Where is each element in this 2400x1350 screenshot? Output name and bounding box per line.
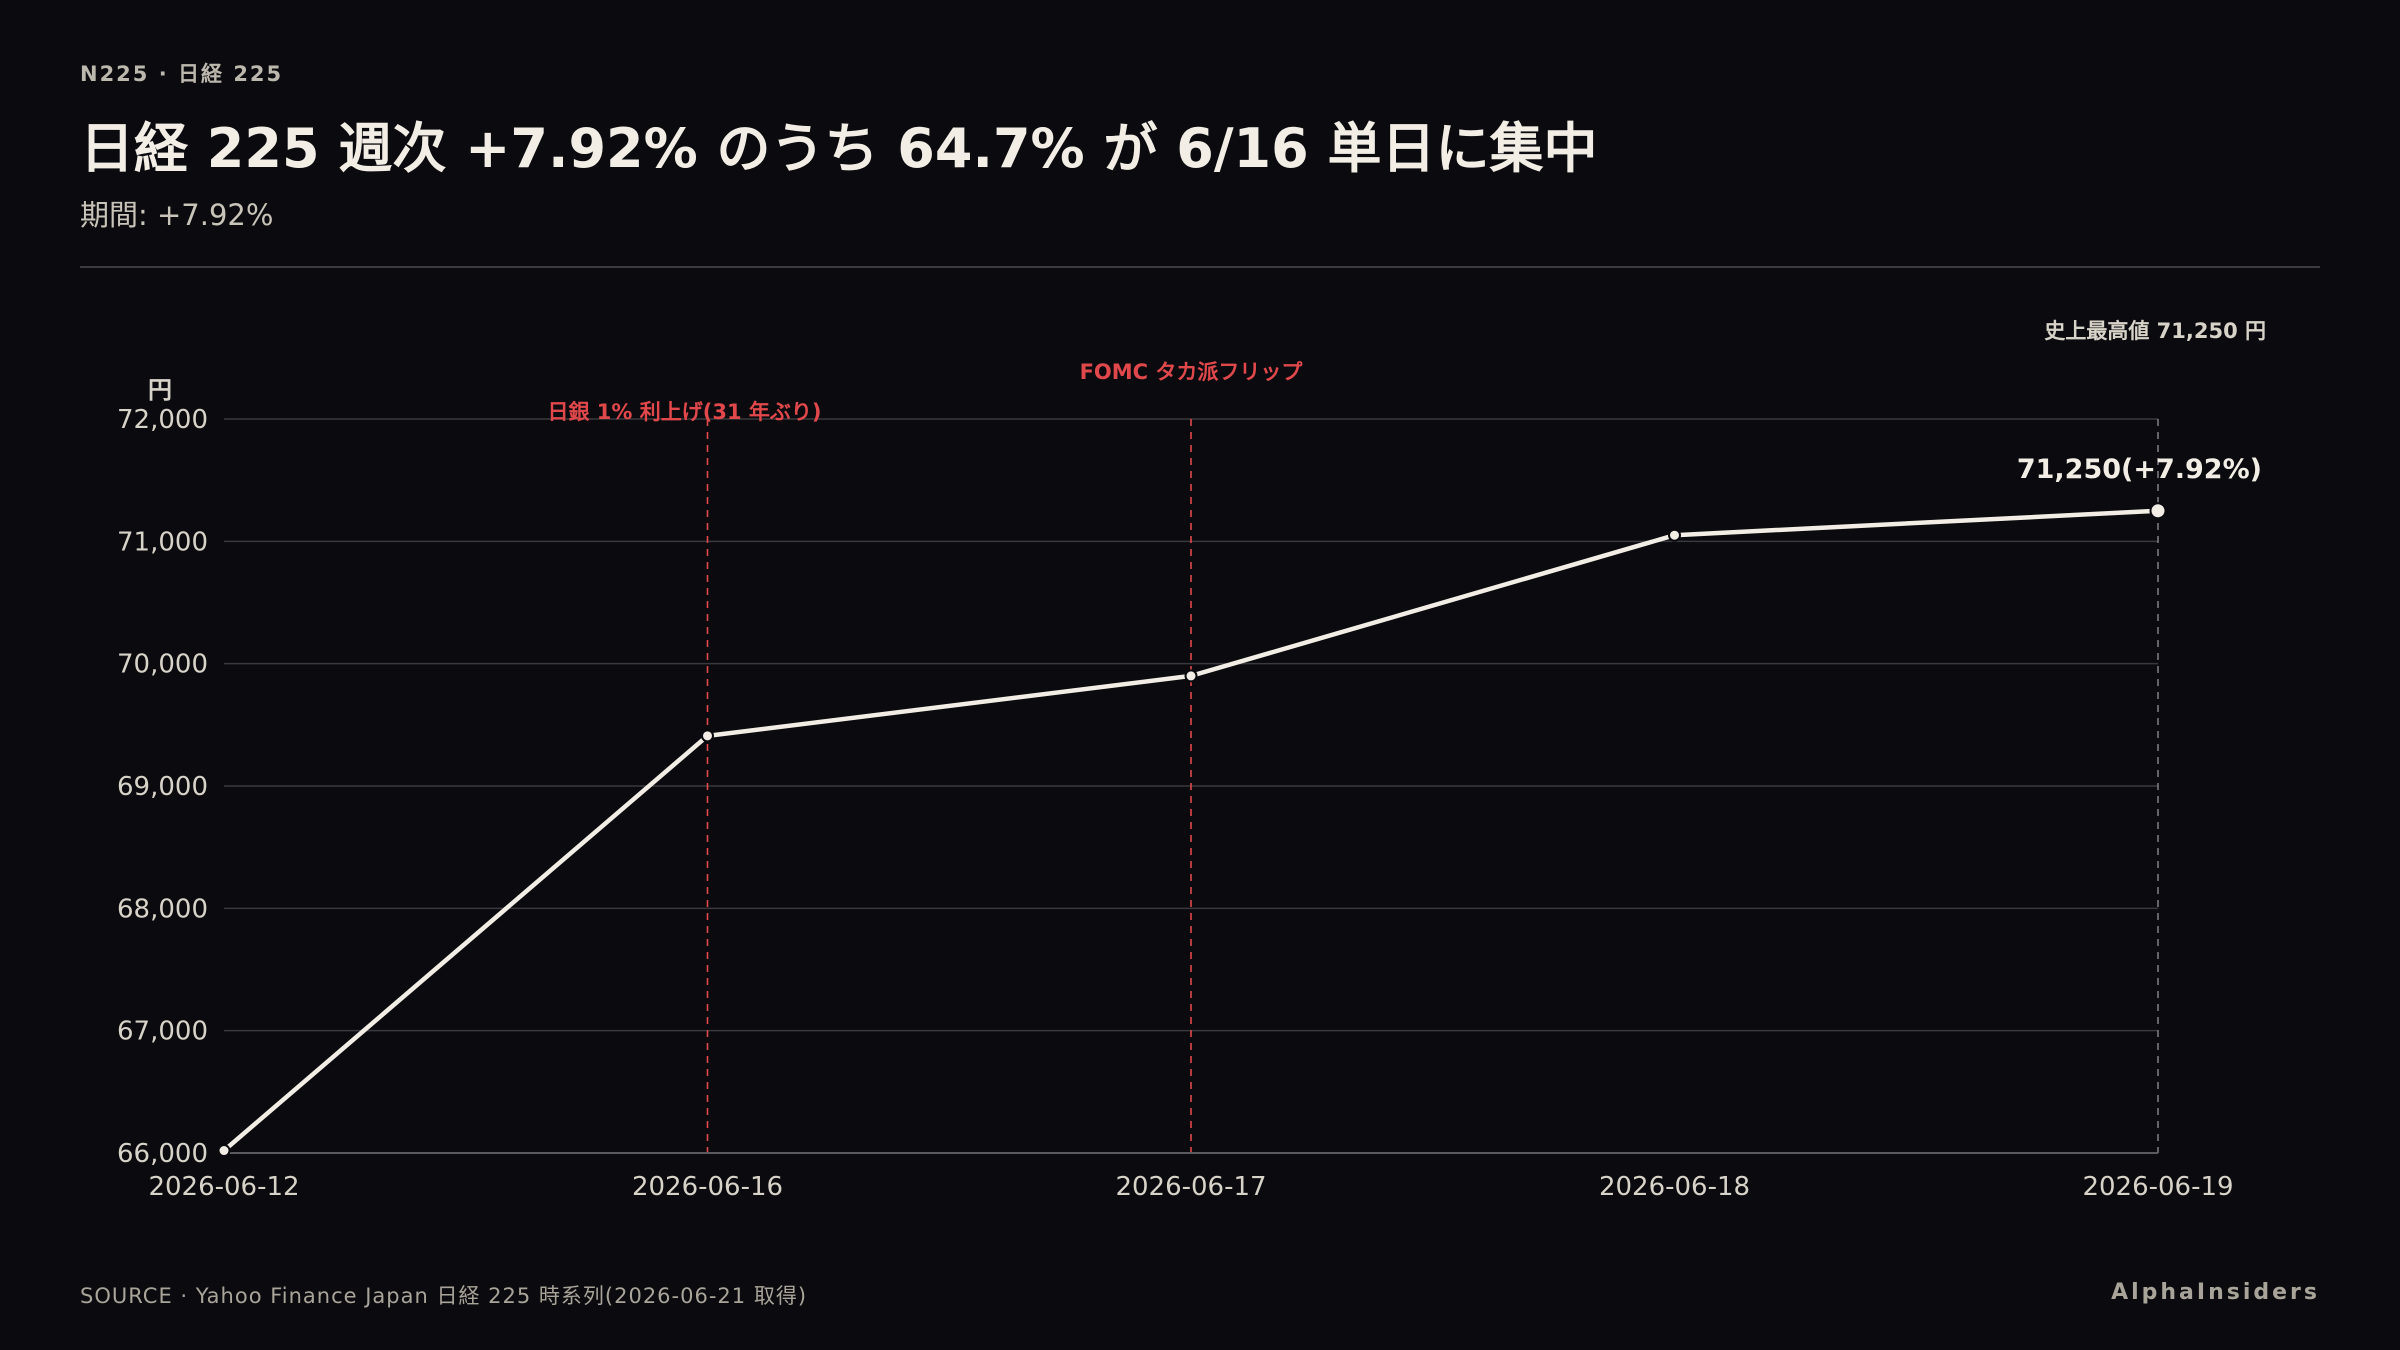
axis-layer: 66,000 67,000 68,000 69,000 70,000 71,000 72,0… [117,376,2234,1202]
data-point [701,729,714,743]
data-point [1668,528,1681,542]
x-tick-label: 2026-06-18 [1599,1172,1750,1202]
chart-title: 日経 225 週次 +7.92% のうち 64.7% が 6/16 単日に集中 [80,117,1598,180]
end-point [2149,502,2167,520]
y-axis-unit-label: 円 [148,376,172,404]
x-tick-label: 2026-06-16 [632,1172,783,1202]
chart-subtitle: 期間: +7.92% [80,198,274,232]
x-tick-label: 2026-06-12 [148,1172,299,1202]
event-label: 日銀 1% 利上げ(31 年ぶり) [547,400,821,424]
source-note: SOURCE · Yahoo Finance Japan 日経 225 時系列(… [80,1284,808,1308]
event-label: FOMC タカ派フリップ [1080,360,1304,384]
brand-logo: AlphaInsiders [2111,1280,2320,1305]
label-layer: 71,250(+7.92%) 史上最高値 71,250 円 [2017,319,2266,485]
y-tick-label: 71,000 [117,527,208,557]
y-tick-label: 70,000 [117,650,208,680]
event-layer: 日銀 1% 利上げ(31 年ぶり) FOMC タカ派フリップ [547,360,2159,1153]
data-point [217,1144,231,1158]
all-time-high-label: 史上最高値 71,250 円 [2044,319,2266,343]
y-tick-label: 66,000 [117,1139,208,1169]
x-tick-label: 2026-06-17 [1115,1172,1266,1202]
y-tick-label: 69,000 [117,772,208,802]
y-tick-label: 72,000 [117,405,208,435]
chart-kicker: N225 · 日経 225 [80,62,284,86]
data-point [1184,669,1198,683]
x-tick-label: 2026-06-19 [2082,1172,2233,1202]
y-tick-label: 68,000 [117,894,208,924]
y-tick-label: 67,000 [117,1017,208,1047]
header-divider [80,266,2320,268]
series-layer [217,502,2167,1158]
end-value-label: 71,250(+7.92%) [2017,454,2262,485]
